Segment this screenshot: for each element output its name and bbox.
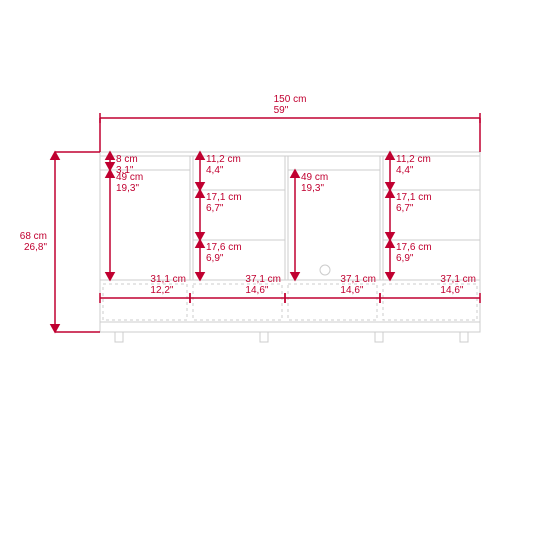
dimension-lines [51, 113, 480, 332]
dim-cm: 17,1 cm [206, 192, 242, 203]
dim-label: 49 cm19,3" [301, 172, 328, 194]
dim-in: 4,4" [396, 165, 431, 176]
dim-label: 37,1 cm14,6" [245, 274, 281, 296]
dim-label: 17,1 cm6,7" [396, 192, 432, 214]
dim-in: 6,9" [206, 253, 242, 264]
dim-cm: 17,1 cm [396, 192, 432, 203]
dim-in: 14,6" [340, 285, 376, 296]
dim-label: 17,6 cm6,9" [396, 242, 432, 264]
diagram-stage: 150 cm59"68 cm26,8"8 cm3,1"49 cm19,3"31,… [0, 0, 535, 535]
dim-label: 49 cm19,3" [116, 172, 143, 194]
dim-label: 31,1 cm12,2" [150, 274, 186, 296]
dim-in: 14,6" [440, 285, 476, 296]
dim-in: 59" [274, 105, 307, 116]
dim-cm: 31,1 cm [150, 274, 186, 285]
dim-label: 11,2 cm4,4" [206, 154, 241, 176]
dim-cm: 11,2 cm [206, 154, 241, 165]
dim-label: 68 cm26,8" [20, 231, 47, 253]
dim-label: 11,2 cm4,4" [396, 154, 431, 176]
dim-cm: 17,6 cm [206, 242, 242, 253]
dim-cm: 17,6 cm [396, 242, 432, 253]
dim-cm: 8 cm [116, 154, 138, 165]
dim-cm: 150 cm [274, 94, 307, 105]
dim-in: 19,3" [116, 183, 143, 194]
dim-cm: 11,2 cm [396, 154, 431, 165]
dim-in: 14,6" [245, 285, 281, 296]
dim-cm: 37,1 cm [440, 274, 476, 285]
dim-label: 150 cm59" [274, 94, 307, 116]
dim-in: 4,4" [206, 165, 241, 176]
dim-in: 26,8" [20, 242, 47, 253]
dim-cm: 49 cm [301, 172, 328, 183]
dim-in: 6,7" [206, 203, 242, 214]
dim-label: 37,1 cm14,6" [440, 274, 476, 296]
dim-label: 37,1 cm14,6" [340, 274, 376, 296]
dim-in: 6,7" [396, 203, 432, 214]
diagram-svg [0, 0, 535, 535]
dim-in: 19,3" [301, 183, 328, 194]
dim-cm: 37,1 cm [245, 274, 281, 285]
dim-label: 17,6 cm6,9" [206, 242, 242, 264]
dim-in: 12,2" [150, 285, 186, 296]
dim-cm: 49 cm [116, 172, 143, 183]
dim-cm: 37,1 cm [340, 274, 376, 285]
dim-cm: 68 cm [20, 231, 47, 242]
dim-label: 17,1 cm6,7" [206, 192, 242, 214]
dim-in: 6,9" [396, 253, 432, 264]
